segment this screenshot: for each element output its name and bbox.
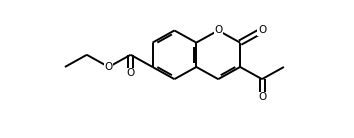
Text: O: O: [214, 26, 222, 35]
Text: O: O: [126, 68, 135, 78]
Text: O: O: [104, 62, 113, 72]
Text: O: O: [258, 92, 266, 102]
Text: O: O: [258, 26, 266, 35]
